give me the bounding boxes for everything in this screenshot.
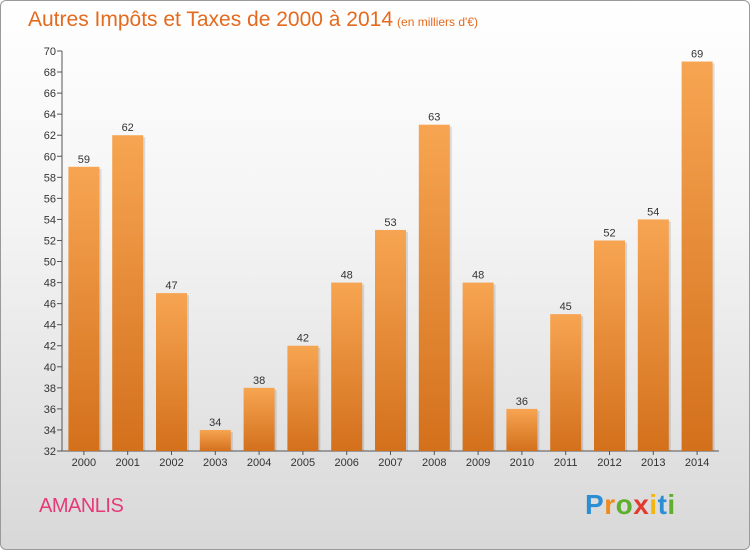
bar-value-label: 48 [472,270,484,282]
x-tick-label: 2003 [203,457,227,469]
city-name: AMANLIS [39,495,124,517]
x-tick-label: 2013 [641,457,665,469]
bar-value-label: 63 [428,112,440,124]
brand-logo: Proxiti [585,489,676,520]
y-axis: 32 34 36 38 40 42 44 46 48 50 52 54 56 58 60 62 64 66 68 70 [44,46,63,458]
bar [506,408,538,451]
bar-value-label: 34 [209,417,221,429]
bar-value-label: 36 [516,396,528,408]
y-tick-label: 48 [44,278,56,290]
bar [418,124,450,452]
x-tick-label: 2002 [159,457,183,469]
x-tick-label: 2001 [115,457,139,469]
y-tick-label: 40 [44,362,56,374]
x-tick-label: 2012 [597,457,621,469]
bar-value-label: 54 [647,206,659,218]
y-tick-label: 34 [44,425,56,437]
bar-value-label: 45 [560,301,572,313]
y-tick-label: 38 [44,383,56,395]
x-axis: 2000 2001 2002 2003 2004 2005 2006 2007 2008 2009… [62,450,719,469]
bar-value-label: 42 [297,333,309,345]
bar [637,219,669,451]
bar [68,166,100,451]
bar-value-label: 59 [78,154,90,166]
y-tick-label: 52 [44,235,56,247]
x-tick-label: 2000 [72,457,96,469]
y-tick-label: 32 [44,446,56,458]
y-tick-label: 42 [44,341,56,353]
x-tick-label: 2008 [422,457,446,469]
x-tick-label: 2009 [466,457,490,469]
bar-value-label: 62 [122,122,134,134]
x-tick-label: 2005 [291,457,315,469]
x-tick-label: 2010 [510,457,534,469]
y-tick-label: 68 [44,67,56,79]
y-tick-label: 50 [44,257,56,269]
bar-value-label: 47 [165,280,177,292]
y-tick-label: 62 [44,130,56,142]
bar [594,240,625,451]
x-tick-label: 2004 [247,457,271,469]
bar [462,282,494,451]
bar [375,229,406,451]
bar [550,314,582,451]
bars: 59 62 47 34 38 42 48 53 63 48 36 45 52 54 69 [68,49,715,452]
bar-value-label: 53 [384,217,396,229]
x-tick-label: 2014 [685,457,709,469]
bar [199,429,231,451]
bar [681,61,713,452]
y-tick-label: 56 [44,193,56,205]
y-tick-label: 36 [44,404,56,416]
y-tick-label: 70 [44,46,56,58]
bar-value-label: 69 [691,49,703,61]
bar-value-label: 52 [603,227,615,239]
bar [156,293,187,451]
y-tick-label: 44 [44,320,56,332]
bar-value-label: 48 [341,270,353,282]
y-tick-label: 46 [44,299,56,311]
x-tick-label: 2011 [554,457,578,469]
y-tick-label: 54 [44,214,56,226]
bar [243,387,275,451]
chart-unit: (en milliers d'€) [397,15,479,29]
chart-title: Autres Impôts et Taxes de 2000 à 2014 (en… [28,8,478,32]
x-tick-label: 2006 [334,457,358,469]
y-tick-label: 58 [44,172,56,184]
bar [287,345,319,451]
x-tick-label: 2007 [378,457,402,469]
y-tick-label: 66 [44,88,56,100]
bar-value-label: 38 [253,375,265,387]
chart-title-text: Autres Impôts et Taxes de 2000 à 2014 [28,8,394,31]
bar [112,135,144,452]
y-tick-label: 60 [44,151,56,163]
y-tick-label: 64 [44,109,56,121]
bar [331,282,363,451]
